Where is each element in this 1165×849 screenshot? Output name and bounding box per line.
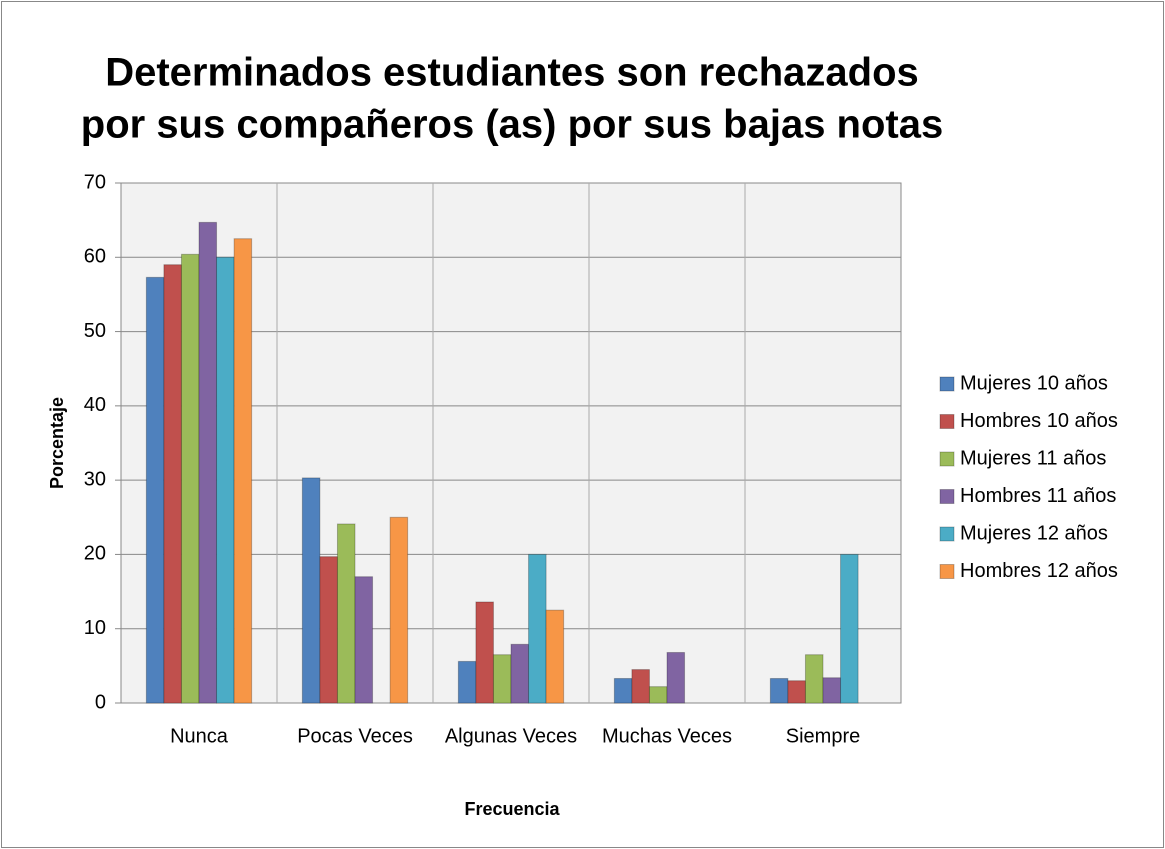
bar <box>613 677 633 704</box>
bar <box>233 238 253 704</box>
x-tick-label: Siempre <box>786 725 860 747</box>
bar <box>787 680 806 704</box>
bar <box>840 553 859 704</box>
legend-label: Mujeres 11 años <box>960 447 1106 469</box>
x-tick-label: Nunca <box>170 725 229 747</box>
bar <box>457 660 477 704</box>
y-axis-title: Porcentaje <box>47 397 67 489</box>
bar <box>822 677 842 704</box>
legend-swatch <box>939 451 955 467</box>
legend-swatch <box>939 489 955 504</box>
bar <box>354 576 374 704</box>
y-tick-label: 0 <box>95 691 106 713</box>
legend-swatch <box>939 526 955 542</box>
bar <box>475 601 494 704</box>
legend-label: Hombres 12 años <box>960 560 1118 582</box>
x-tick-label: Muchas Veces <box>602 725 732 747</box>
x-tick-label: Pocas Veces <box>297 725 413 747</box>
bar <box>336 523 356 704</box>
y-tick-label: 40 <box>84 394 106 416</box>
bar <box>545 609 565 704</box>
bar <box>510 643 530 704</box>
y-tick-label: 50 <box>84 320 106 342</box>
bar <box>145 276 165 704</box>
bar <box>769 677 789 704</box>
y-tick-label: 70 <box>84 171 106 193</box>
x-tick-label: Algunas Veces <box>445 725 577 747</box>
bar <box>216 256 235 704</box>
bar <box>301 477 321 704</box>
bar <box>180 253 200 704</box>
y-tick-label: 60 <box>84 246 106 268</box>
bar <box>528 553 547 704</box>
bar <box>804 654 824 704</box>
bar <box>666 651 686 704</box>
y-tick-label: 30 <box>84 468 106 490</box>
bar <box>631 669 650 704</box>
legend-label: Hombres 11 años <box>960 485 1116 507</box>
bar <box>492 654 512 704</box>
bar <box>389 516 409 704</box>
chart-title: por sus compañeros (as) por sus bajas no… <box>81 103 943 147</box>
legend-swatch <box>939 376 955 392</box>
legend-label: Mujeres 10 años <box>960 372 1108 394</box>
bar <box>648 686 668 704</box>
chart-title: Determinados estudiantes son rechazados <box>105 51 919 95</box>
legend-swatch <box>939 564 955 579</box>
y-tick-label: 10 <box>84 617 106 639</box>
legend-label: Mujeres 12 años <box>960 522 1108 544</box>
bar <box>198 221 218 704</box>
legend-label: Hombres 10 años <box>960 410 1118 432</box>
legend-swatch <box>939 414 955 429</box>
y-tick-label: 20 <box>84 543 106 565</box>
bar <box>163 264 182 704</box>
x-axis-title: Frecuencia <box>464 799 560 819</box>
bar <box>319 556 338 704</box>
